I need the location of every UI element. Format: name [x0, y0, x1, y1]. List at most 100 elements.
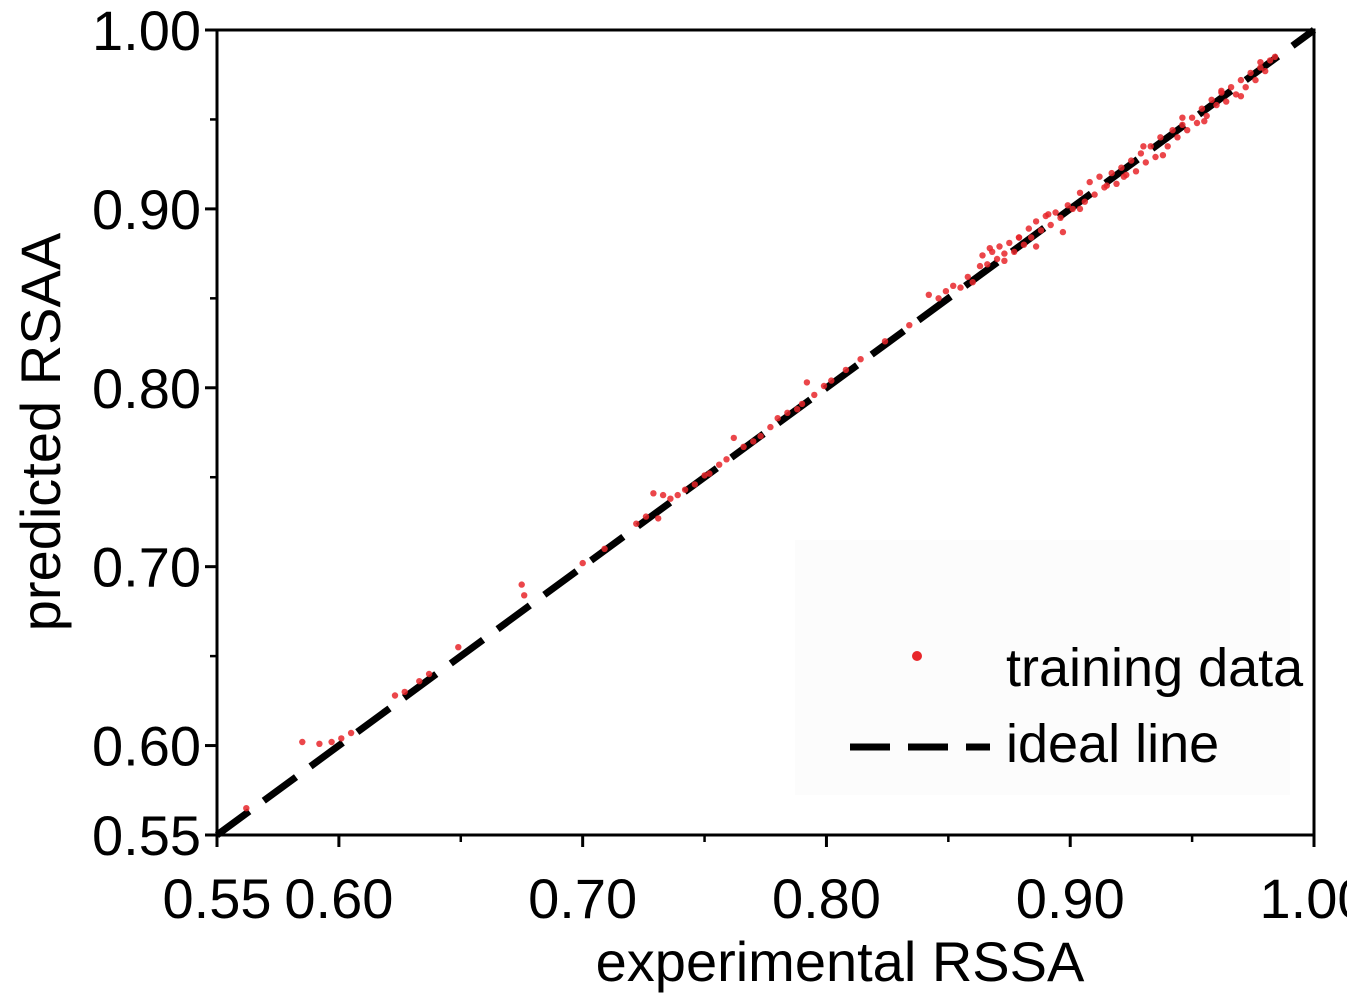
- data-point: [425, 670, 433, 678]
- data-point: [1159, 152, 1167, 159]
- data-point: [401, 688, 408, 696]
- y-tick-label: 0.55: [92, 804, 201, 867]
- x-tick-label: 0.55: [163, 867, 272, 930]
- data-point: [1237, 93, 1245, 100]
- data-point: [1118, 164, 1125, 171]
- data-point: [740, 443, 747, 450]
- legend: training data ideal line: [795, 540, 1304, 795]
- data-point: [984, 261, 991, 268]
- data-point: [1227, 84, 1235, 91]
- data-point: [1188, 114, 1196, 121]
- data-point: [811, 391, 818, 399]
- data-point: [1223, 98, 1230, 105]
- data-point: [706, 470, 713, 477]
- data-point: [1203, 112, 1210, 120]
- data-point: [925, 291, 932, 298]
- y-axis-title: predicted RSAA: [9, 232, 72, 631]
- data-point: [659, 491, 667, 499]
- y-tick-label: 0.80: [92, 357, 201, 420]
- y-tick-label: 0.90: [92, 178, 201, 241]
- data-point: [730, 434, 737, 442]
- data-point: [993, 255, 1001, 263]
- y-tick-label: 0.60: [92, 715, 201, 778]
- data-point: [1037, 227, 1045, 234]
- data-point: [1257, 59, 1264, 66]
- data-point: [1198, 105, 1206, 112]
- data-point: [935, 295, 942, 302]
- data-point: [1132, 168, 1140, 175]
- data-point: [391, 692, 399, 699]
- data-point: [1179, 114, 1186, 121]
- data-point: [243, 805, 250, 812]
- data-point: [1025, 225, 1033, 232]
- data-point: [1006, 239, 1013, 247]
- x-axis: 0.550.60 0.70 0.80 0.90 1.00: [163, 835, 1347, 930]
- data-point: [521, 592, 528, 599]
- data-point: [633, 520, 640, 527]
- data-point: [767, 423, 774, 431]
- plot-frame: [215, 28, 1316, 837]
- legend-marker-training-data: [912, 651, 922, 661]
- data-point: [957, 284, 964, 291]
- data-point: [1069, 205, 1076, 213]
- data-point: [681, 486, 689, 493]
- data-point: [1218, 87, 1225, 95]
- data-point: [338, 735, 345, 742]
- legend-box: [795, 540, 1290, 795]
- data-point: [1147, 143, 1154, 150]
- data-point: [820, 382, 828, 390]
- data-point: [1266, 57, 1274, 64]
- data-point: [1103, 182, 1111, 189]
- data-point: [1174, 134, 1181, 141]
- y-axis: 0.55 0.60 0.70 0.80 0.90 1.00: [92, 0, 217, 867]
- data-point: [794, 406, 801, 413]
- data-point: [1157, 134, 1164, 141]
- data-point: [328, 738, 335, 746]
- x-tick-label: 1.00: [1260, 867, 1347, 930]
- data-point: [1128, 157, 1135, 164]
- x-tick-label: 0.60: [284, 867, 393, 930]
- data-point: [518, 581, 525, 588]
- data-point: [1208, 96, 1215, 104]
- data-point: [1057, 214, 1064, 221]
- data-point: [1032, 218, 1040, 225]
- data-point: [1091, 191, 1098, 198]
- data-point: [1137, 150, 1145, 157]
- data-point: [857, 356, 864, 363]
- data-point: [964, 273, 971, 281]
- data-point: [979, 252, 986, 259]
- x-tick-label: 0.90: [1016, 867, 1125, 930]
- x-tick-label: 0.80: [772, 867, 881, 930]
- data-point: [416, 678, 423, 685]
- data-point: [1108, 169, 1115, 177]
- data-point: [942, 288, 950, 295]
- data-point: [950, 282, 957, 289]
- y-tick-label: 0.70: [92, 536, 201, 599]
- data-point: [1152, 153, 1159, 161]
- training-data-points: [243, 53, 1279, 812]
- data-point: [774, 415, 781, 422]
- data-point: [601, 545, 608, 552]
- data-point: [976, 262, 984, 270]
- data-point: [803, 379, 811, 386]
- data-point: [1142, 159, 1150, 166]
- data-point: [1120, 173, 1128, 180]
- data-point: [828, 377, 835, 384]
- data-point: [1140, 143, 1147, 150]
- data-point: [1047, 221, 1054, 229]
- data-point: [750, 438, 757, 445]
- data-point: [986, 245, 993, 252]
- data-point: [1001, 250, 1008, 257]
- data-point: [1015, 234, 1023, 241]
- data-point: [723, 456, 730, 463]
- data-point: [1257, 64, 1264, 71]
- data-point: [1213, 101, 1220, 109]
- data-point: [842, 366, 850, 374]
- data-point: [784, 409, 791, 416]
- data-point: [798, 400, 806, 408]
- data-point: [1045, 211, 1052, 218]
- data-point: [1011, 248, 1018, 255]
- data-point: [1086, 178, 1093, 186]
